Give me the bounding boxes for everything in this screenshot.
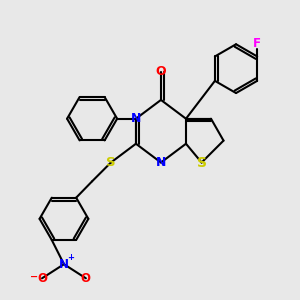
Text: S: S	[106, 156, 116, 169]
Text: O: O	[156, 65, 166, 78]
Text: S: S	[196, 155, 207, 170]
Text: −: −	[30, 272, 38, 282]
Text: N: N	[59, 258, 69, 271]
Text: F: F	[253, 37, 261, 50]
Text: O: O	[81, 272, 91, 285]
Text: N: N	[156, 156, 166, 169]
Text: +: +	[67, 253, 74, 262]
Text: N: N	[131, 112, 141, 125]
Text: O: O	[37, 272, 47, 285]
